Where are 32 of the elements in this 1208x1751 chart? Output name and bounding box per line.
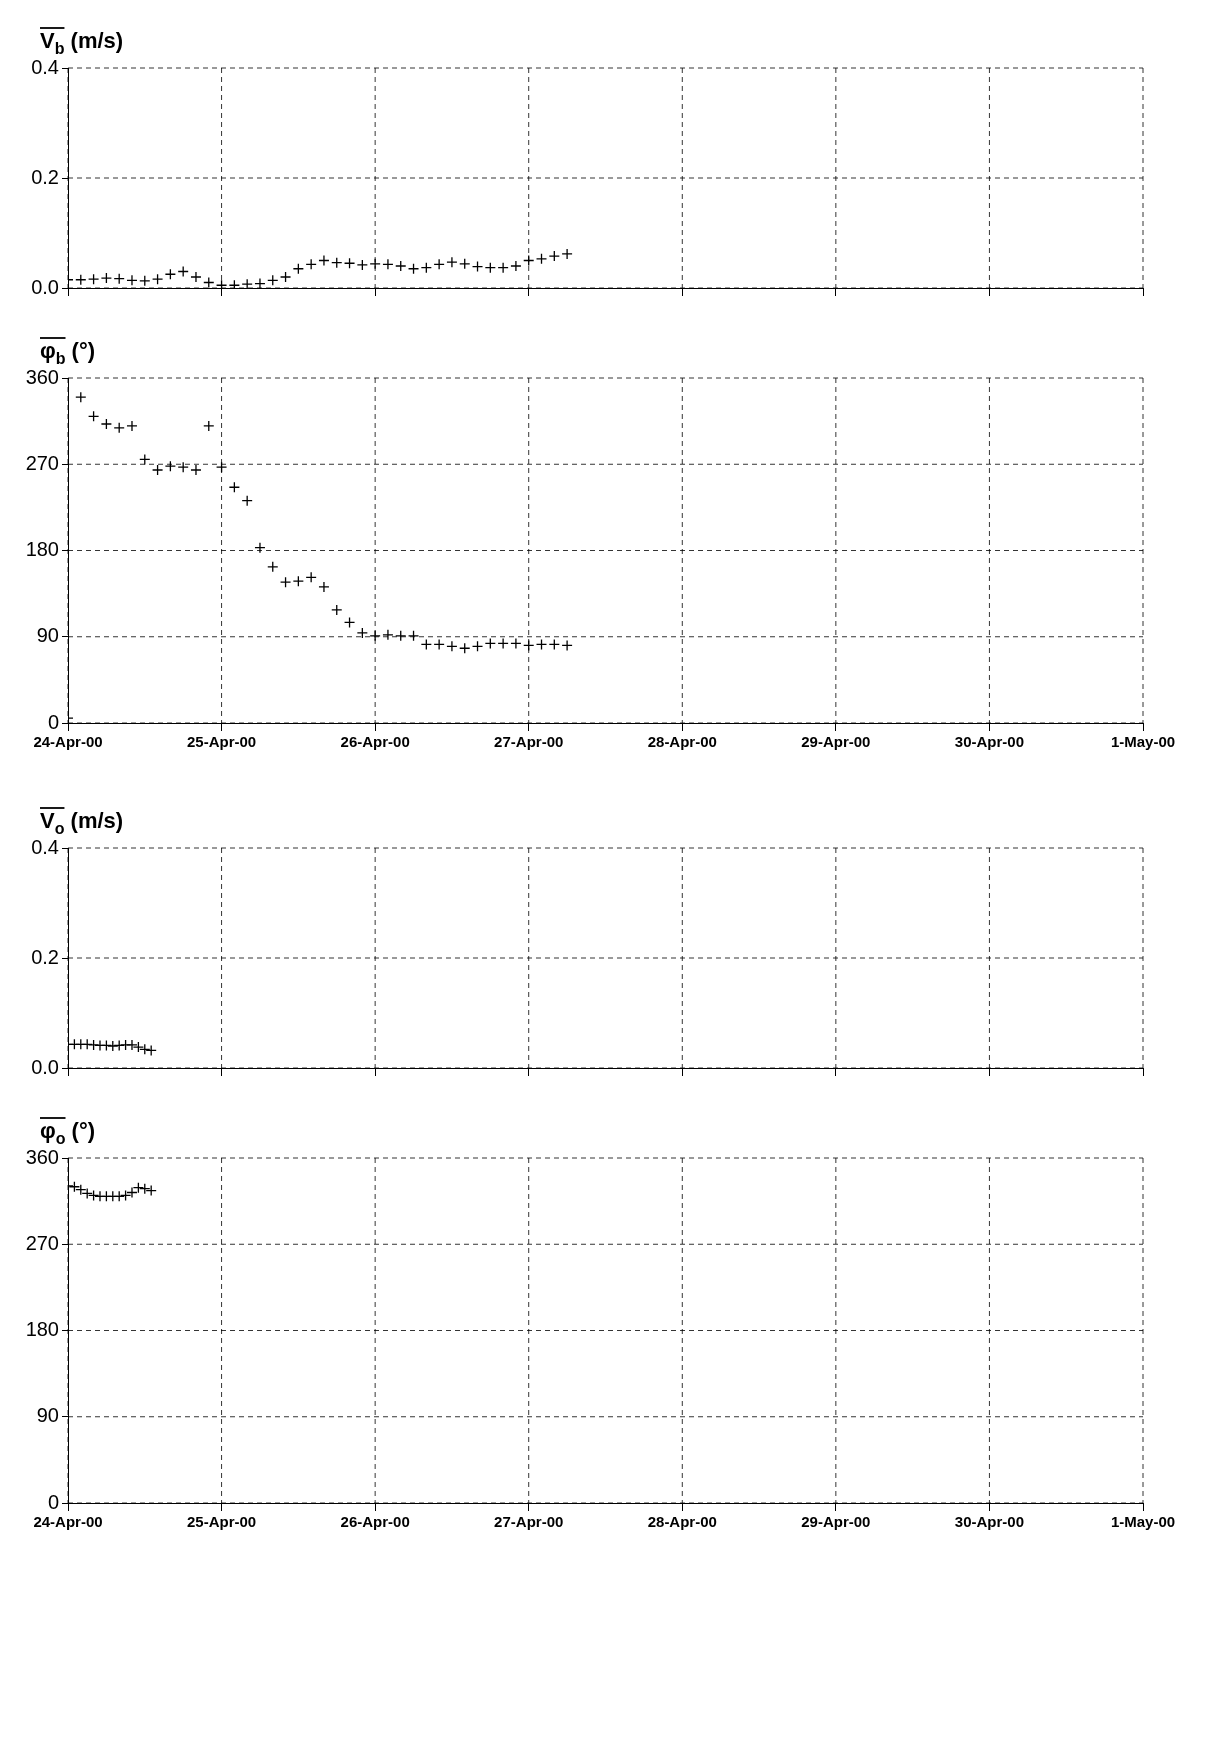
x-tick-label: 26-Apr-00 xyxy=(340,1513,410,1531)
x-tick-label: 30-Apr-00 xyxy=(954,733,1025,751)
y-tick-label: 360 xyxy=(25,1145,59,1168)
y-tick-label: 360 xyxy=(25,365,59,388)
x-tick-label: 26-Apr-00 xyxy=(340,733,410,751)
x-tick-label: 28-Apr-00 xyxy=(647,1513,717,1531)
y-tick-label: 0.4 xyxy=(31,55,59,78)
y-tick-label: 0.2 xyxy=(31,945,59,968)
y-tick-label: 90 xyxy=(36,1404,59,1427)
y-tick-label: 0.4 xyxy=(31,835,59,858)
x-tick-label: 28-Apr-00 xyxy=(647,733,717,751)
x-tick-label: 1-May-00 xyxy=(1110,733,1176,751)
x-tick-label: 27-Apr-00 xyxy=(494,733,564,751)
y-tick-label: 0.2 xyxy=(31,165,59,188)
y-tick-label: 0.0 xyxy=(31,1055,59,1078)
y-tick-label: 270 xyxy=(25,1231,59,1254)
x-tick-label: 29-Apr-00 xyxy=(801,1513,871,1531)
x-tick-label: 29-Apr-00 xyxy=(801,733,871,751)
y-tick-label: 180 xyxy=(25,538,59,561)
x-tick-label: 1-May-00 xyxy=(1110,1513,1176,1531)
x-tick-label: 27-Apr-00 xyxy=(494,1513,564,1531)
y-tick-label: 0 xyxy=(47,710,59,733)
y-tick-label: 180 xyxy=(25,1318,59,1341)
x-tick-label: 25-Apr-00 xyxy=(186,733,257,751)
y-tick-label: 90 xyxy=(36,624,59,647)
x-tick-label: 30-Apr-00 xyxy=(954,1513,1025,1531)
x-tick-label: 24-Apr-00 xyxy=(33,1513,103,1531)
x-tick-label: 25-Apr-00 xyxy=(186,1513,257,1531)
y-tick-label: 270 xyxy=(25,451,59,474)
y-tick-label: 0.0 xyxy=(31,275,59,298)
y-tick-label: 0 xyxy=(47,1490,59,1513)
x-tick-label: 24-Apr-00 xyxy=(33,733,103,751)
